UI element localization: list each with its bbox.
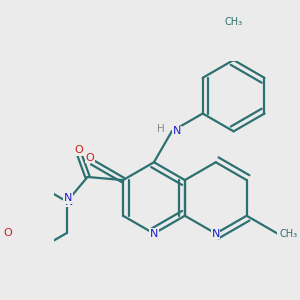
Text: O: O bbox=[75, 145, 83, 155]
Text: N: N bbox=[212, 229, 220, 238]
Text: CH₃: CH₃ bbox=[224, 17, 243, 28]
Text: H: H bbox=[158, 124, 165, 134]
Text: O: O bbox=[4, 228, 13, 238]
Text: CH₃: CH₃ bbox=[280, 229, 298, 238]
Text: N: N bbox=[64, 193, 72, 203]
Text: N: N bbox=[65, 196, 73, 207]
Text: N: N bbox=[150, 229, 158, 238]
Text: O: O bbox=[85, 153, 94, 163]
Text: N: N bbox=[173, 126, 181, 136]
